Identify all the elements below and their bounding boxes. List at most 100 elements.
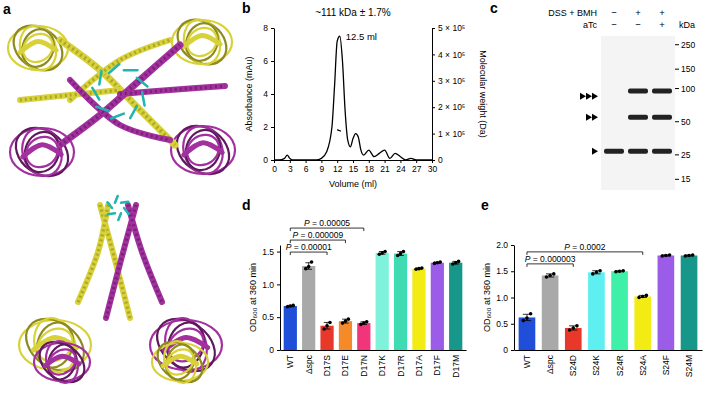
marker-tick xyxy=(675,121,679,122)
helix xyxy=(120,86,225,94)
domain-coil xyxy=(181,125,226,174)
x-axis-tick-mark xyxy=(321,160,322,163)
y-axis-line xyxy=(274,29,275,161)
domain-coil xyxy=(181,19,222,65)
replicate-point xyxy=(548,274,552,278)
x-axis-tick-label: S24D xyxy=(568,355,578,376)
y2-axis-line xyxy=(432,29,433,161)
y-axis-tick-label: 1.5 xyxy=(496,266,508,276)
x-axis-tick-label: D17M xyxy=(451,355,461,378)
x-axis-tick: D17E xyxy=(340,355,350,377)
x-axis-tick-label: D17A xyxy=(414,355,424,377)
row-label: DSS + BMH xyxy=(548,8,597,18)
ligand-stick xyxy=(124,69,138,72)
x-axis-tick-label: D17E xyxy=(340,355,350,377)
x-axis-tick: D17F xyxy=(432,355,442,376)
y-axis-tick-label: 0.5 xyxy=(262,312,274,322)
x-axis-tick: 18 xyxy=(365,160,375,174)
x-axis-tick: D17A xyxy=(414,355,424,377)
bar xyxy=(302,266,315,350)
domain-helix xyxy=(163,356,197,366)
y-axis-tick-mark xyxy=(271,61,274,62)
replicate-point xyxy=(310,260,314,264)
replicate-point xyxy=(552,272,556,276)
domain-coil xyxy=(5,16,71,79)
replicate-point xyxy=(365,320,369,324)
helix-texture xyxy=(78,205,108,302)
y2-axis-tick-label: 5 × 10⁵ xyxy=(438,23,465,33)
y-axis-line xyxy=(280,246,281,351)
ligand-stick xyxy=(99,71,101,84)
x-axis-tick: 30 xyxy=(428,160,438,174)
bar xyxy=(284,306,297,350)
ligand-stick xyxy=(118,213,121,220)
significance-bracket xyxy=(527,264,573,267)
y2-axis: 01 × 10⁵2 × 10⁵3 × 10⁵4 × 10⁵5 × 10⁵ xyxy=(432,23,465,165)
y-axis-tick-label: 0.5 xyxy=(496,319,508,329)
x-axis-tick: 24 xyxy=(396,160,406,174)
marker-label: 50 xyxy=(681,117,691,127)
y-axis-tick-mark xyxy=(277,284,280,285)
x-axis-tick: D17S xyxy=(322,355,332,377)
bar xyxy=(394,254,407,350)
replicate-point xyxy=(291,304,295,308)
replicate-point xyxy=(618,269,622,273)
x-axis-tick: D17R xyxy=(396,355,406,377)
x-axis-tick-label: D17N xyxy=(359,355,369,377)
x-axis-title: Volume (ml) xyxy=(329,179,377,189)
y-axis-tick: 2.0 xyxy=(496,240,514,250)
x-axis-tick-mark xyxy=(353,160,354,163)
x-axis-tick-mark xyxy=(337,160,338,163)
x-axis-tick: S24A xyxy=(638,355,648,376)
ligand-stick xyxy=(115,196,118,203)
y2-axis-tick: 5 × 10⁵ xyxy=(432,23,465,33)
bar xyxy=(542,275,559,350)
y-axis-tick-label: 2 xyxy=(263,122,268,132)
replicate-point xyxy=(614,270,618,274)
x-axis-tick: 15 xyxy=(349,160,359,174)
domain-coil xyxy=(44,344,81,380)
domain-coil xyxy=(41,337,83,387)
gel-band xyxy=(652,89,672,94)
y2-axis-tick-mark xyxy=(432,160,435,161)
y2-axis-title: Molecular weight (Da) xyxy=(478,50,488,138)
significance-brackets: P = 0.00001P = 0.000009P = 0.00005 xyxy=(286,218,364,255)
x-axis-tick: S24R xyxy=(615,355,625,376)
y-axis-tick-label: 0 xyxy=(503,345,508,355)
y-axis-tick: 1.0 xyxy=(262,280,280,290)
x-axis-tick: 9 xyxy=(320,160,325,174)
marker-label: 25 xyxy=(681,150,691,160)
protein-structure xyxy=(5,10,238,390)
x-axis-tick-mark xyxy=(369,160,370,163)
y-axis-title: Absorbance (mAu) xyxy=(244,56,254,131)
x-axis-tick: D17N xyxy=(359,355,369,377)
ligand-stick xyxy=(107,202,112,208)
arrowhead xyxy=(586,93,592,100)
y2-axis-tick-label: 4 × 10⁵ xyxy=(438,50,465,60)
domain-helix xyxy=(184,143,222,155)
x-axis-tick-mark xyxy=(385,160,386,163)
bar xyxy=(565,328,582,350)
x-axis-tick-label: S24K xyxy=(591,355,601,376)
domain-coil xyxy=(16,308,94,382)
x-axis-tick-label: D17K xyxy=(377,355,387,377)
helix-texture xyxy=(20,90,120,100)
gel-band xyxy=(628,115,648,120)
row-label: aTc xyxy=(583,20,598,30)
panel-label: b xyxy=(242,0,251,16)
lane-sign: − xyxy=(611,19,617,30)
replicate-point xyxy=(571,326,575,330)
ligand-stick xyxy=(92,88,99,100)
x-axis-tick: S24F xyxy=(661,355,671,375)
x-axis-tick: S24K xyxy=(591,355,601,376)
panel-label: e xyxy=(481,197,489,213)
replicate-point xyxy=(529,312,533,316)
x-axis-tick-mark xyxy=(290,160,291,163)
x-axis-tick: Δspc xyxy=(304,354,314,374)
marker-tick xyxy=(675,179,679,180)
x-axis-tick-mark xyxy=(416,160,417,163)
y-axis-line xyxy=(514,246,515,351)
x-axis-tick-label: WT xyxy=(522,355,532,368)
arrowhead xyxy=(580,93,586,100)
domain-coil xyxy=(17,25,58,71)
